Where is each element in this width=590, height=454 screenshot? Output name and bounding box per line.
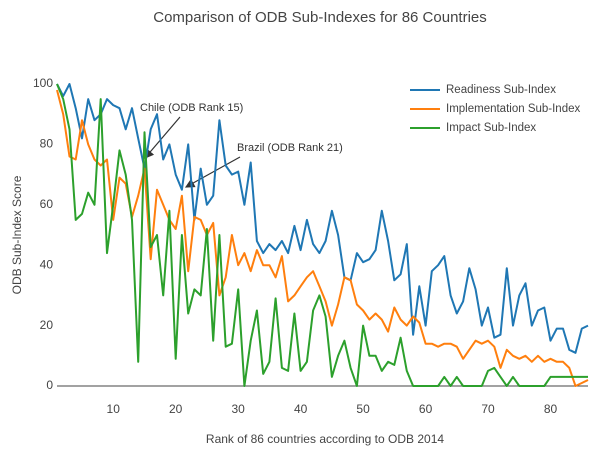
series-line bbox=[56, 89, 589, 387]
x-tick-label: 80 bbox=[544, 402, 558, 416]
x-tick-label: 40 bbox=[294, 402, 308, 416]
y-tick-label: 60 bbox=[40, 197, 54, 211]
x-tick-label: 20 bbox=[169, 402, 183, 416]
x-axis-title: Rank of 86 countries according to ODB 20… bbox=[206, 432, 444, 446]
series-line bbox=[56, 83, 588, 387]
y-axis-title: ODB Sub-Index Score bbox=[10, 175, 24, 294]
annotation: Brazil (ODB Rank 21) bbox=[237, 142, 343, 154]
annotation: Chile (ODB Rank 15) bbox=[140, 102, 243, 114]
y-tick-label: 100 bbox=[33, 76, 53, 90]
x-tick-label: 60 bbox=[419, 402, 433, 416]
y-tick-label: 40 bbox=[40, 257, 54, 271]
annotation-arrow bbox=[184, 156, 241, 188]
legend-label: Implementation Sub-Index bbox=[446, 103, 580, 115]
y-tick-label: 0 bbox=[46, 378, 53, 392]
legend-label: Impact Sub-Index bbox=[446, 122, 536, 134]
x-tick-label: 70 bbox=[481, 402, 495, 416]
y-tick-label: 80 bbox=[40, 137, 54, 151]
chart-title: Comparison of ODB Sub-Indexes for 86 Cou… bbox=[153, 9, 487, 26]
annotation-arrow bbox=[144, 116, 181, 159]
legend-label: Readiness Sub-Index bbox=[446, 84, 556, 96]
x-tick-label: 10 bbox=[107, 402, 121, 416]
x-tick-label: 50 bbox=[356, 402, 370, 416]
x-tick-label: 30 bbox=[231, 402, 245, 416]
y-tick-label: 20 bbox=[40, 318, 54, 332]
